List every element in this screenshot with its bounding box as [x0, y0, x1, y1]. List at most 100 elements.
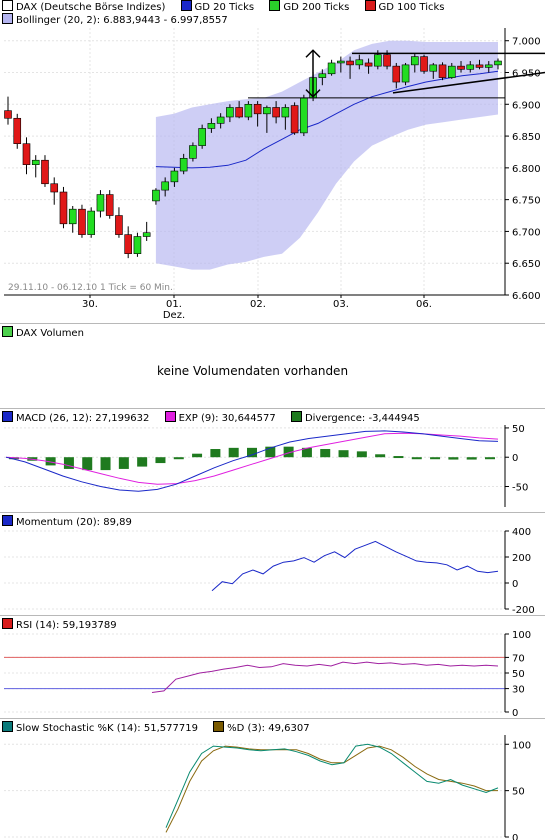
candle-down — [41, 159, 49, 185]
rsi-ytick-label: 70 — [512, 653, 525, 664]
candle-up — [300, 97, 308, 134]
divergence-bar — [210, 449, 221, 458]
price-ytick-label: 6.950 — [512, 69, 541, 80]
candle-down — [290, 105, 299, 134]
candle-up — [96, 194, 105, 212]
candle-down — [272, 107, 280, 118]
divergence-bar — [192, 453, 203, 458]
candle-down — [115, 215, 123, 235]
legend-item-gd200: GD 200 Ticks — [269, 0, 349, 14]
stochastic-panel: Slow Stochastic %K (14): 51,577719 %D (3… — [0, 718, 545, 840]
divergence-bar — [448, 457, 459, 460]
legend-item-k: Slow Stochastic %K (14): 51,577719 — [2, 721, 198, 735]
divergence-bar — [301, 447, 312, 458]
rsi-panel: RSI (14): 59,193789 100 70 50 30 0 — [0, 615, 545, 719]
price-ytick-label: 6.850 — [512, 132, 541, 143]
candle-up — [494, 60, 502, 66]
candle-up — [374, 54, 382, 67]
candle-down — [124, 234, 132, 254]
bollinger-band — [155, 40, 498, 270]
candle-up — [31, 159, 40, 165]
stochastic-chart: 100 50 0 — [4, 735, 531, 840]
momentum-ytick-label: 0 — [512, 579, 518, 590]
candle-down — [420, 56, 428, 72]
candle-up — [401, 64, 410, 83]
divergence-bar — [137, 457, 148, 467]
candle-up — [318, 73, 327, 78]
candle-down — [383, 54, 391, 67]
legend-item-d: %D (3): 49,6307 — [213, 721, 310, 735]
candle-up — [179, 158, 188, 172]
candle-up — [337, 60, 345, 64]
divergence-bar — [338, 450, 349, 458]
momentum-chart: 400 200 0 -200 — [4, 527, 535, 616]
macd-ytick-label: 0 — [512, 453, 518, 464]
stoch-ytick-label: 50 — [512, 787, 525, 798]
measure-arrow-up-head — [305, 49, 321, 58]
divergence-bar — [173, 457, 184, 460]
price-xtick-label: 02. — [250, 299, 266, 310]
divergence-bar — [356, 451, 367, 458]
no-volume-message: keine Volumendaten vorhanden — [156, 364, 349, 378]
legend-item-dax: DAX (Deutsche Börse Indizes) — [2, 0, 165, 14]
divergence-bar — [393, 456, 404, 459]
divergence-bar — [485, 457, 495, 460]
candle-down — [457, 65, 465, 70]
candle-up — [447, 65, 456, 78]
momentum-panel: Momentum (20): 89,89 400 200 0 -200 — [0, 512, 545, 616]
price-ytick-label: 6.900 — [512, 100, 541, 111]
stochastic-legend: Slow Stochastic %K (14): 51,577719 %D (3… — [2, 721, 322, 734]
macd-legend: MACD (26, 12): 27,199632 EXP (9): 30,644… — [2, 411, 432, 424]
candle-down — [50, 183, 59, 193]
candle-down — [364, 62, 373, 67]
candle-up — [189, 145, 197, 159]
divergence-bar — [118, 457, 129, 469]
candle-up — [484, 64, 493, 68]
candle-up — [226, 107, 234, 118]
legend-item-exp: EXP (9): 30,644577 — [164, 411, 276, 425]
candle-up — [466, 64, 475, 70]
divergence-bar — [411, 457, 422, 460]
divergence-bar — [247, 447, 257, 458]
divergence-bar — [155, 457, 166, 464]
candle-down — [13, 117, 22, 145]
price-ytick-label: 6.700 — [512, 227, 541, 238]
stoch-k-line — [165, 743, 499, 828]
candle-up — [355, 59, 364, 66]
divergence-bar — [466, 457, 477, 460]
divergence-bar — [45, 457, 56, 466]
candle-down — [253, 103, 262, 115]
momentum-line — [211, 540, 499, 592]
macd-panel: MACD (26, 12): 27,199632 EXP (9): 30,644… — [0, 408, 545, 513]
candle-up — [198, 128, 206, 146]
divergence-bar — [430, 457, 441, 460]
price-ytick-label: 6.650 — [512, 259, 541, 270]
date-range-note: 29.11.10 - 06.12.10 1 Tick = 60 Min. — [8, 283, 173, 293]
stoch-ytick-label: 0 — [512, 833, 518, 840]
momentum-ytick-label: -200 — [512, 605, 535, 616]
candle-up — [87, 210, 96, 235]
stoch-d-line — [165, 745, 498, 833]
volume-legend: DAX Volumen — [2, 326, 84, 339]
macd-chart: 50 0 -50 — [4, 424, 528, 507]
legend-item-gd20: GD 20 Ticks — [180, 0, 254, 14]
rsi-ytick-label: 0 — [512, 708, 518, 719]
legend-item-gd100: GD 100 Ticks — [364, 0, 444, 14]
divergence-bar — [228, 447, 239, 458]
price-xtick-label: 01. — [166, 299, 182, 310]
candle-down — [438, 64, 447, 78]
stoch-ytick-label: 100 — [512, 740, 531, 751]
divergence-bar — [320, 449, 331, 458]
candle-up — [152, 189, 160, 202]
candle-up — [429, 64, 438, 72]
candle-up — [327, 62, 336, 75]
momentum-ytick-label: 200 — [512, 553, 531, 564]
price-panel: DAX (Deutsche Börse Indizes) GD 20 Ticks… — [0, 0, 545, 319]
macd-line — [5, 430, 499, 492]
candle-up — [170, 170, 179, 183]
divergence-bar — [265, 446, 276, 458]
price-ytick-label: 6.800 — [512, 164, 541, 175]
rsi-ytick-label: 100 — [512, 630, 531, 641]
bollinger-legend: Bollinger (20, 2): 6.883,9443 - 6.997,85… — [2, 13, 228, 26]
candle-down — [59, 191, 68, 225]
